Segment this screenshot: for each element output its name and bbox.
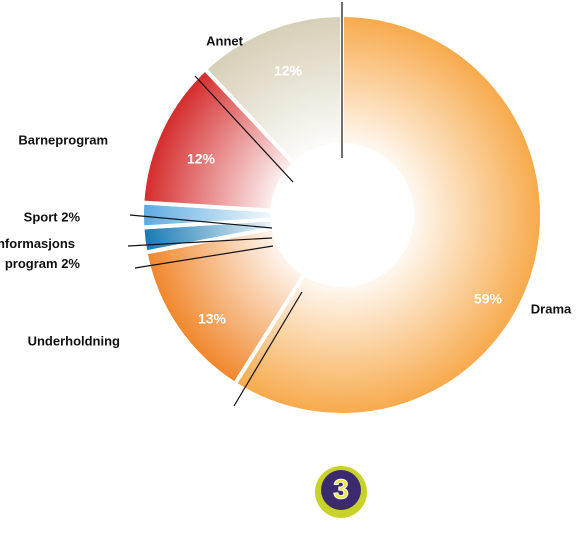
leader-line: [233, 291, 303, 407]
logo-disc: [321, 470, 361, 510]
category-label: Sport 2%: [24, 209, 81, 224]
slice: [202, 12, 344, 167]
logo-text: 3: [333, 473, 349, 504]
category-label: Annet: [206, 33, 244, 48]
category-label: Informasjons program 2%: [0, 236, 80, 271]
leader-lines: [127, 2, 343, 407]
labels: Drama 59% Underholdning 13% Informasjons prog…: [0, 33, 572, 348]
logo: 3: [315, 466, 367, 518]
category-label: Underholdning: [28, 333, 120, 348]
slice: [232, 12, 544, 417]
leader-line: [194, 75, 294, 183]
value-label: 59%: [474, 291, 503, 307]
value-label: 12%: [187, 151, 216, 167]
slice: [143, 225, 308, 387]
value-label: 12%: [274, 63, 303, 79]
category-label: Drama: [531, 301, 572, 316]
category-label: Barneprogram: [18, 132, 108, 147]
leader-line: [134, 245, 274, 269]
slice: [140, 66, 297, 213]
leader-line: [127, 237, 273, 247]
leader-line: [129, 214, 273, 229]
value-label: 13%: [198, 311, 227, 327]
slices: [140, 12, 544, 417]
